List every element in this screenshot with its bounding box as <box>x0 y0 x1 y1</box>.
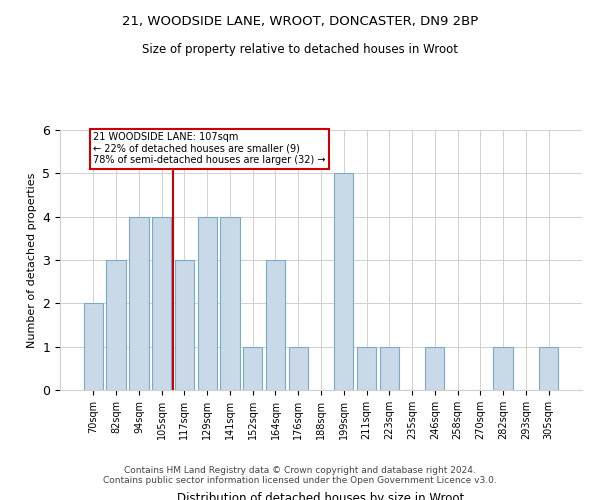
Bar <box>175 260 194 390</box>
Bar <box>197 216 217 390</box>
Y-axis label: Number of detached properties: Number of detached properties <box>27 172 37 348</box>
Bar <box>129 216 149 390</box>
Bar <box>106 260 126 390</box>
Bar <box>152 216 172 390</box>
Text: 21, WOODSIDE LANE, WROOT, DONCASTER, DN9 2BP: 21, WOODSIDE LANE, WROOT, DONCASTER, DN9… <box>122 15 478 28</box>
Bar <box>266 260 285 390</box>
Bar <box>289 346 308 390</box>
Bar <box>425 346 445 390</box>
Text: Size of property relative to detached houses in Wroot: Size of property relative to detached ho… <box>142 42 458 56</box>
Text: 21 WOODSIDE LANE: 107sqm
← 22% of detached houses are smaller (9)
78% of semi-de: 21 WOODSIDE LANE: 107sqm ← 22% of detach… <box>94 132 326 166</box>
Bar <box>220 216 239 390</box>
X-axis label: Distribution of detached houses by size in Wroot: Distribution of detached houses by size … <box>178 492 464 500</box>
Bar <box>243 346 262 390</box>
Bar <box>493 346 513 390</box>
Bar <box>539 346 558 390</box>
Text: Contains HM Land Registry data © Crown copyright and database right 2024.
Contai: Contains HM Land Registry data © Crown c… <box>103 466 497 485</box>
Bar <box>334 174 353 390</box>
Bar <box>84 304 103 390</box>
Bar <box>380 346 399 390</box>
Bar <box>357 346 376 390</box>
